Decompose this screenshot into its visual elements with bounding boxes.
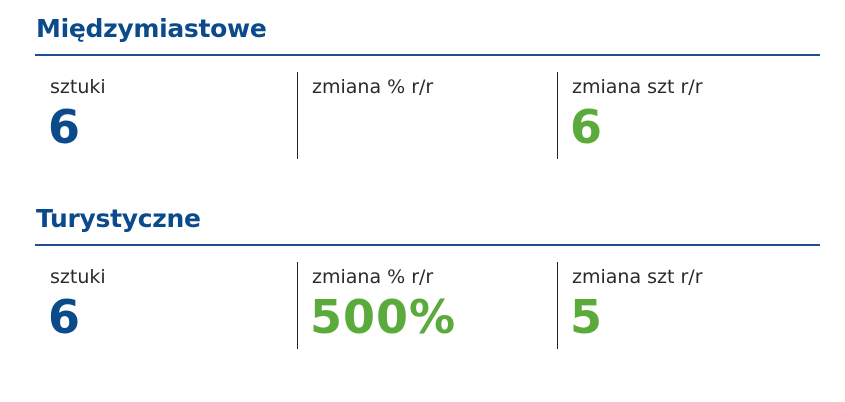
stat: zmiana szt r/r 6 (557, 72, 703, 159)
stat-label: zmiana % r/r (312, 76, 434, 98)
section-title: Turystyczne (36, 204, 201, 233)
stat-label: zmiana szt r/r (572, 266, 703, 288)
stat-value: 500% (310, 290, 457, 344)
stat: zmiana % r/r (297, 72, 433, 159)
stat: zmiana szt r/r 5 (557, 262, 703, 349)
stat-value: 6 (570, 100, 604, 154)
stat-label: sztuki (50, 266, 106, 288)
section: Międzymiastowe sztuki 6 zmiana % r/r zmiana … (0, 0, 845, 190)
stat-value: 6 (48, 100, 82, 154)
stat-label: zmiana szt r/r (572, 76, 703, 98)
section-rule (35, 54, 820, 56)
section: Turystyczne sztuki 6 zmiana % r/r 500% zmiana… (0, 190, 845, 380)
stat-label: sztuki (50, 76, 106, 98)
stat-value: 6 (48, 290, 82, 344)
section-rule (35, 244, 820, 246)
stat-label: zmiana % r/r (312, 266, 434, 288)
stat-value: 5 (570, 290, 604, 344)
section-title: Międzymiastowe (36, 14, 267, 43)
stat: zmiana % r/r 500% (297, 262, 455, 349)
